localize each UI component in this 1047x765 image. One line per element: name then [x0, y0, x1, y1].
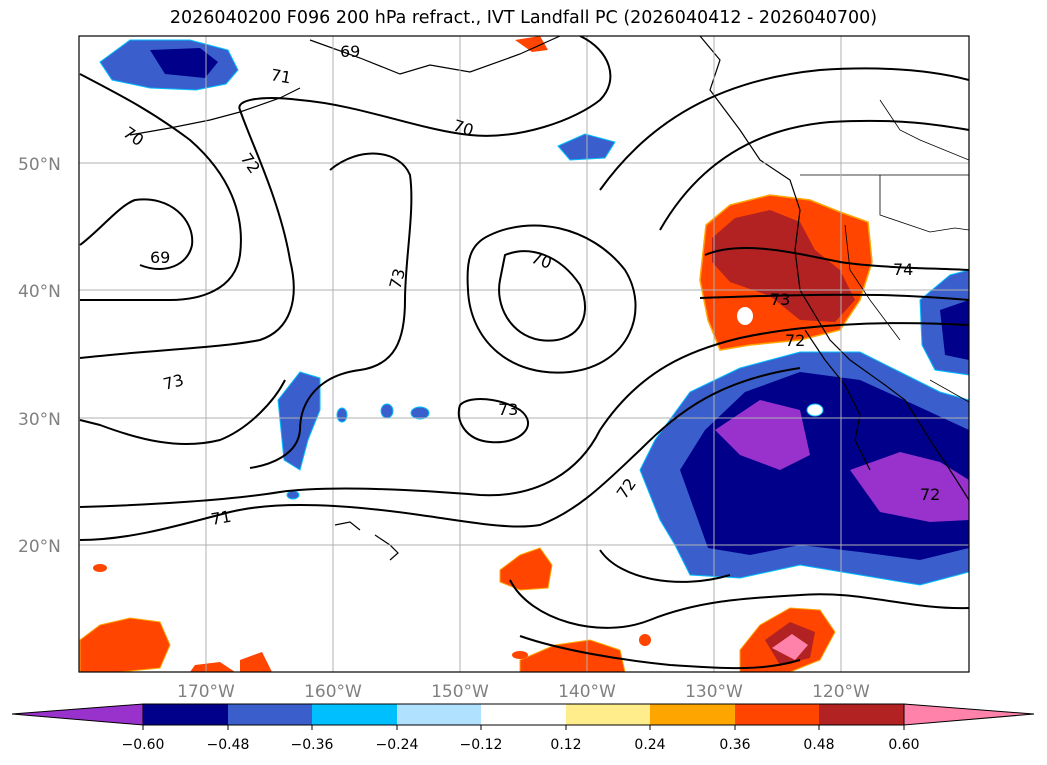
colorbar-segment: [650, 704, 735, 725]
contour-label: 73: [161, 370, 186, 394]
lat-label-40n: 40°N: [18, 282, 61, 302]
colorbar-tick-label: 0.48: [803, 737, 834, 753]
borders: [800, 99, 969, 403]
lon-label-150w: 150°W: [431, 682, 489, 702]
contour-label: 73: [498, 400, 518, 419]
longitude-labels: 170°W 160°W 150°W 140°W 130°W 120°W: [177, 682, 870, 702]
latitude-labels: 50°N 40°N 30°N 20°N: [18, 155, 61, 557]
lon-label-120w: 120°W: [812, 682, 870, 702]
contour-label: 73: [770, 290, 790, 309]
contour-label: 71: [209, 507, 232, 529]
colorbar-ticks: [142, 725, 905, 730]
lat-label-50n: 50°N: [18, 155, 61, 175]
colorbar-segment: [228, 704, 312, 725]
colorbar-segment: [735, 704, 819, 725]
colorbar-tick-label: −0.12: [460, 737, 503, 753]
contour-label: 71: [269, 65, 292, 87]
colorbar-frame: [142, 703, 905, 726]
lon-label-160w: 160°W: [304, 682, 362, 702]
lon-label-140w: 140°W: [558, 682, 616, 702]
colorbar-segment: [819, 704, 904, 725]
colorbar-segment: [143, 704, 228, 725]
colorbar-segment: [566, 704, 650, 725]
colorbar-tick-label: 0.36: [719, 737, 750, 753]
lon-label-130w: 130°W: [685, 682, 743, 702]
contour-label: 72: [613, 475, 640, 503]
colorbar-segment: [397, 704, 481, 725]
contour-label: 70: [451, 116, 476, 140]
contour-label: 72: [920, 485, 940, 504]
map-frame: [78, 35, 970, 673]
colorbar-tick-label: 0.24: [634, 737, 665, 753]
shading-blue-shapes: [99, 39, 969, 586]
colorbar-tick-label: −0.36: [291, 737, 334, 753]
colorbar-segment: [481, 704, 566, 725]
lon-label-170w: 170°W: [177, 682, 235, 702]
lat-label-20n: 20°N: [18, 537, 61, 557]
map-area: 69 69 70 70 70 71 71 72 72 72 72 73 73 7…: [79, 36, 969, 672]
contour-lines: [79, 36, 969, 670]
shading-red-shapes: [79, 36, 873, 672]
colorbar-extend-min: [11, 703, 144, 726]
colorbar-tick-label: −0.60: [122, 737, 165, 753]
contour-label: 69: [340, 42, 360, 61]
colorbar-extend-max: [903, 703, 1035, 726]
colorbar: −0.60 −0.48 −0.36 −0.24 −0.12 0.12 0.24 …: [11, 703, 1035, 753]
contour-label: 70: [120, 123, 148, 150]
contour-label: 72: [237, 149, 264, 177]
contour-label: 72: [785, 331, 805, 350]
contour-label: 73: [386, 266, 410, 291]
lat-label-30n: 30°N: [18, 410, 61, 430]
colorbar-segment: [312, 704, 397, 725]
gridlines: [79, 36, 969, 672]
contour-label: 69: [150, 248, 170, 267]
colorbar-tick-label: −0.24: [376, 737, 419, 753]
colorbar-tick-label: 0.12: [550, 737, 581, 753]
map-title: 2026040200 F096 200 hPa refract., IVT La…: [169, 8, 878, 28]
colorbar-tick-label: 0.60: [888, 737, 919, 753]
colorbar-tick-label: −0.48: [207, 737, 250, 753]
contour-label: 74: [893, 260, 913, 279]
